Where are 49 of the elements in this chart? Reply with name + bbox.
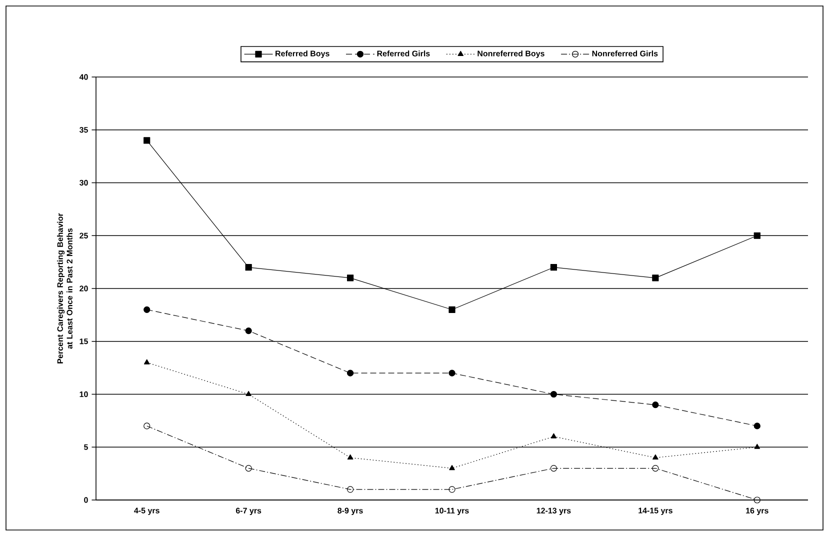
- point: [652, 454, 658, 460]
- point: [652, 464, 659, 472]
- point: [144, 359, 150, 364]
- y-tick-label: 0: [84, 497, 88, 503]
- point: [245, 264, 252, 271]
- point: [754, 444, 760, 449]
- point: [144, 422, 150, 430]
- point: [754, 422, 760, 430]
- point: [652, 274, 659, 282]
- point: [754, 232, 760, 239]
- x-tick-label: 14-15 yrs: [638, 508, 672, 515]
- x-tick-label: 10-11 yrs: [435, 508, 469, 516]
- point: [550, 433, 557, 438]
- point: [245, 327, 252, 334]
- point: [754, 496, 760, 504]
- y-tick-label: 20: [80, 286, 88, 292]
- point: [346, 370, 354, 376]
- x-tick-label: 12-13 yrs: [536, 508, 571, 516]
- x-tick-label: 6-7 yrs: [236, 508, 262, 516]
- y-tick-label: 25: [80, 232, 88, 238]
- point: [144, 137, 150, 144]
- point: [550, 390, 558, 398]
- point: [246, 390, 252, 396]
- y-tick-label: 40: [79, 74, 88, 80]
- point: [346, 486, 354, 493]
- y-tick-label: 10: [80, 391, 88, 398]
- legend-label: Referred Boys: [276, 50, 330, 58]
- point: [550, 264, 558, 271]
- point: [347, 454, 354, 460]
- point: [448, 486, 456, 493]
- y-tick-label: 5: [84, 444, 88, 450]
- x-tick-label: 8-9 yrs: [338, 508, 363, 516]
- point: [448, 306, 456, 313]
- y-axis-title: Percent Caregivers Reporting Behavior at Least Once in Past 2 Months: [57, 213, 72, 364]
- point: [144, 306, 150, 313]
- y-tick-label: 30: [79, 180, 88, 186]
- x-tick-label: 16 yrs: [746, 508, 768, 516]
- legend-label: Referred Girls: [377, 50, 430, 56]
- point: [346, 274, 354, 282]
- point: [652, 402, 659, 408]
- y-tick-label: 35: [79, 127, 88, 133]
- legend-label: Nonreferred Girls: [592, 50, 658, 56]
- x-tick-label: 4-5 yrs: [134, 508, 160, 515]
- y-tick-label: 15: [80, 338, 88, 344]
- point: [449, 464, 455, 470]
- point: [245, 464, 252, 472]
- point: [448, 370, 456, 376]
- legend-label: Nonreferred Boys: [478, 50, 544, 58]
- point: [550, 464, 558, 472]
